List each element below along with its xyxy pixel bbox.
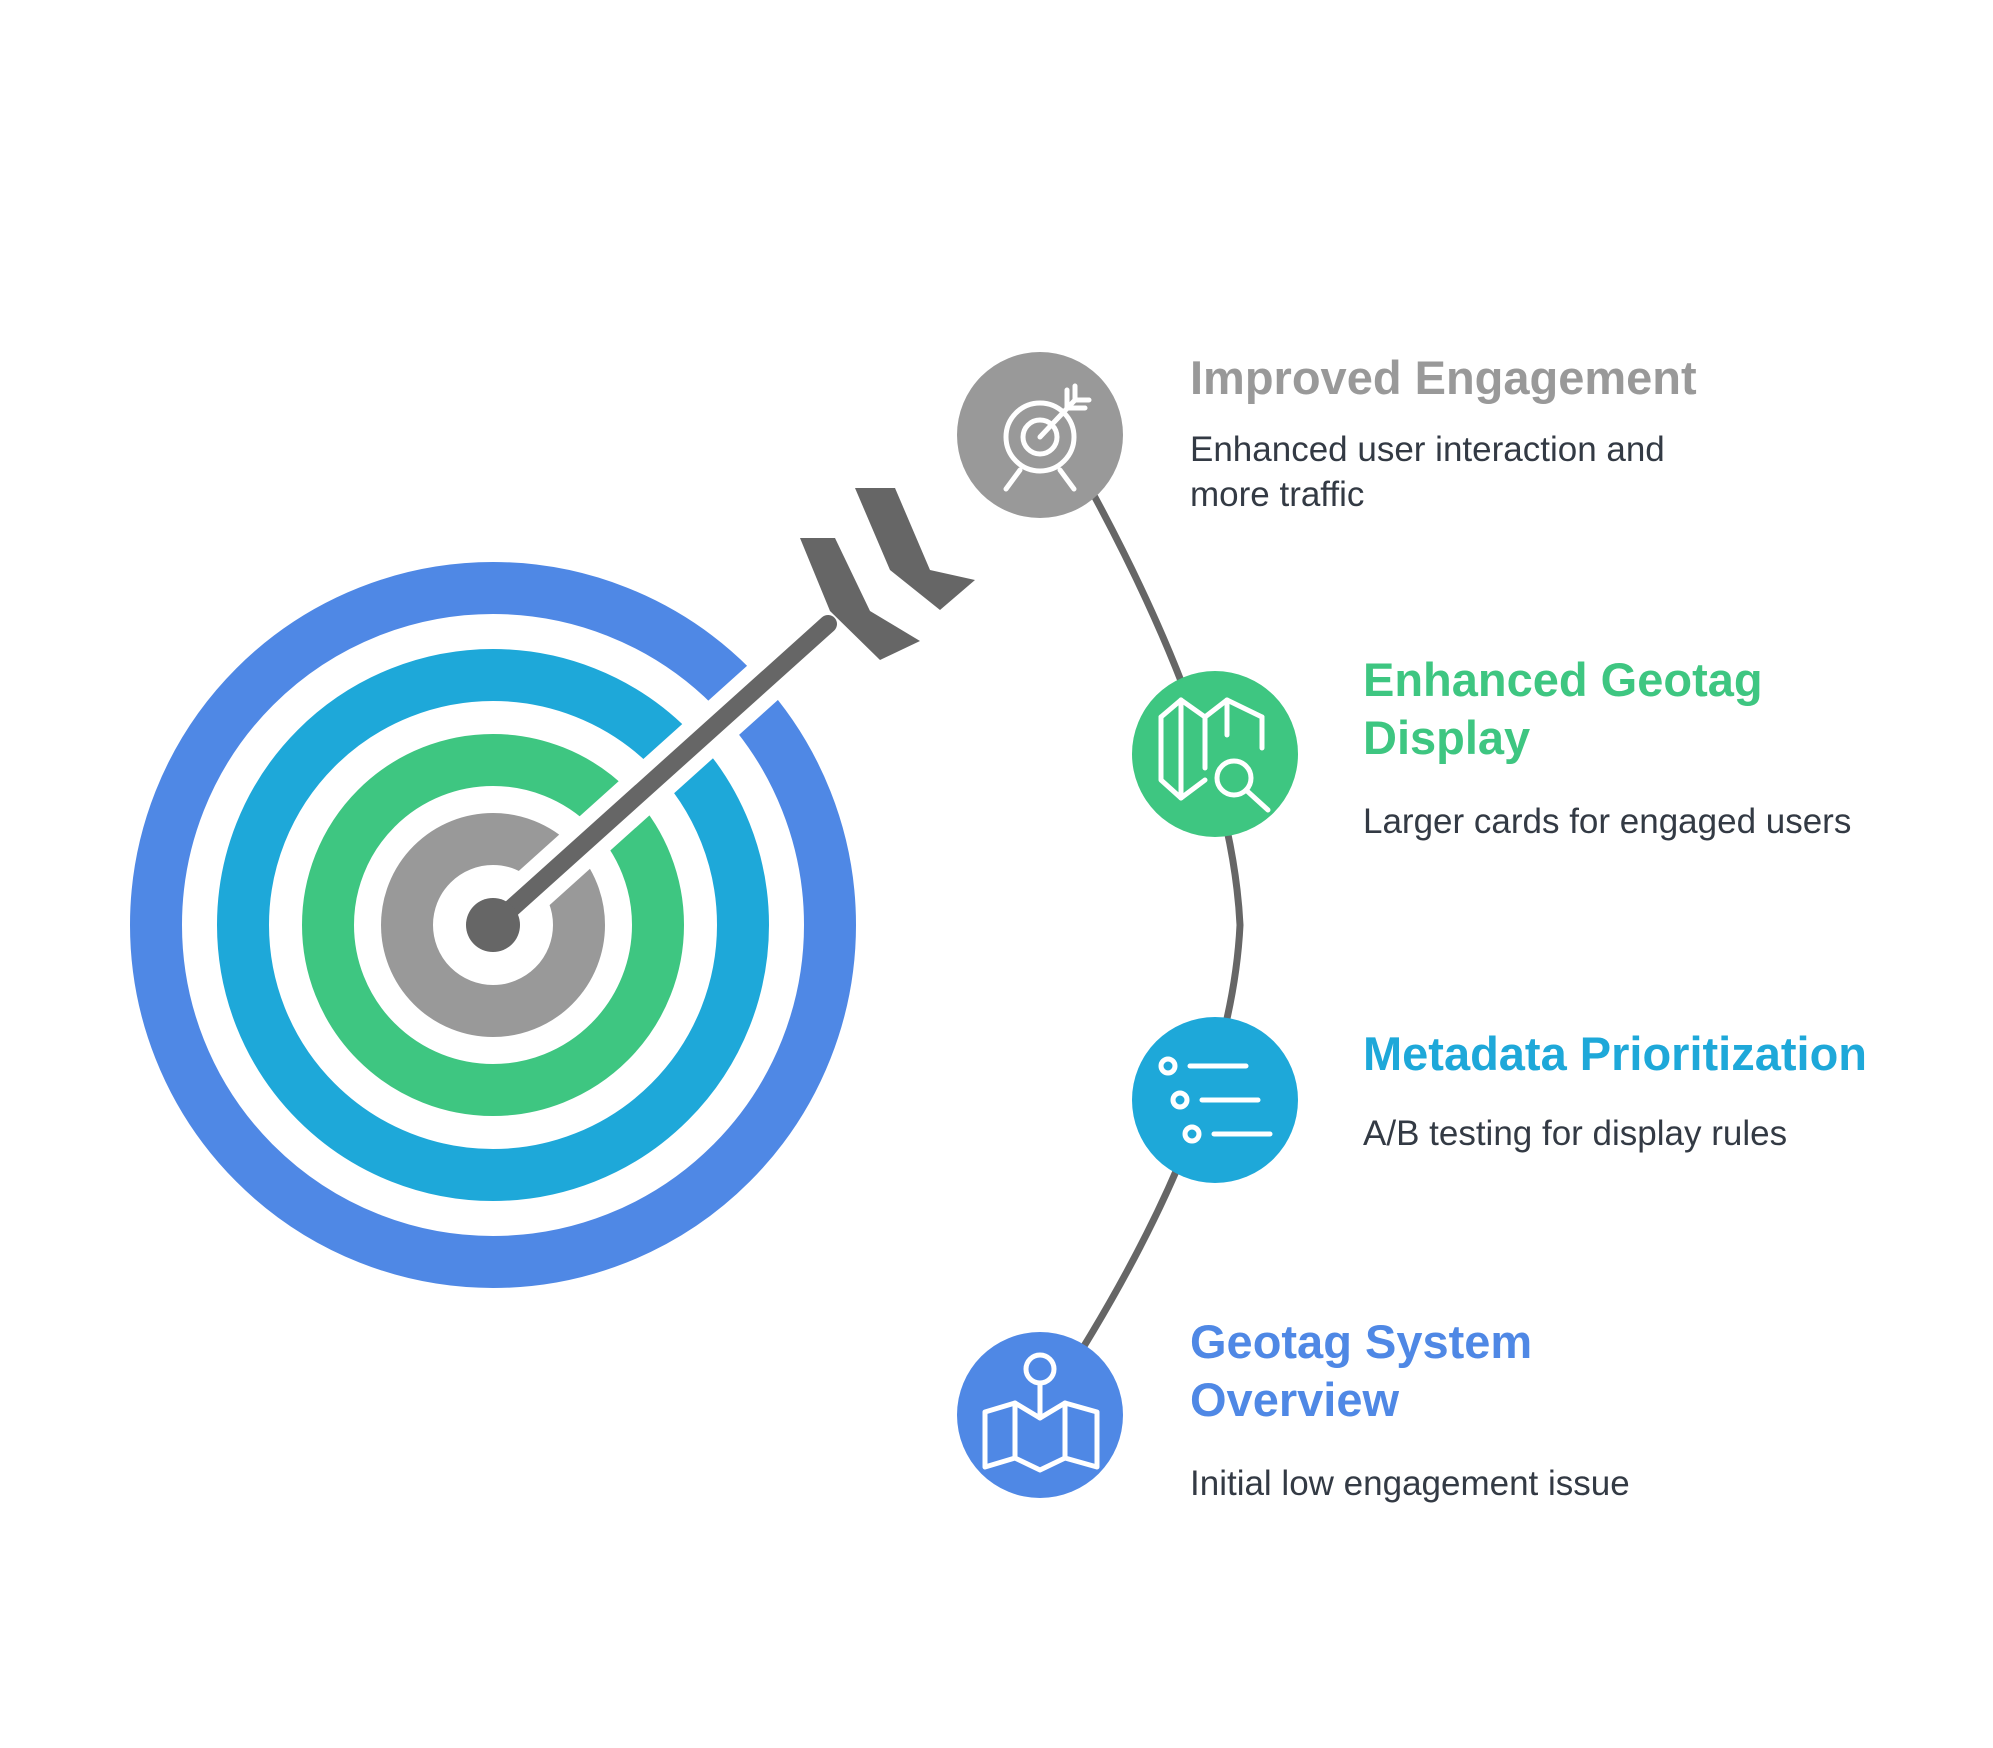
step-circle-geotag-system-overview: [957, 1332, 1123, 1498]
arrow-shaft: [466, 601, 851, 952]
step-title: Enhanced Geotag Display: [1363, 653, 1763, 764]
map-search-icon: [1158, 697, 1271, 813]
ring-gray: [381, 813, 605, 1037]
step-title: Geotag System Overview: [1190, 1315, 1533, 1426]
target-arrow-icon: [1003, 383, 1092, 492]
step-description: A/B testing for display rules: [1363, 1114, 1788, 1153]
timeline-connector: [1036, 396, 1244, 1419]
step-description: Initial low engagement issue: [1190, 1464, 1630, 1503]
step-circle-improved-engagement: [957, 352, 1123, 518]
map-pin-icon: [982, 1352, 1100, 1473]
arrow-tip-dot: [466, 898, 520, 952]
step-circle-metadata-prioritization: [1132, 1017, 1298, 1183]
step-description: Larger cards for engaged users: [1363, 802, 1852, 841]
step-text-enhanced-geotag-display: Enhanced Geotag Display Larger cards for…: [1363, 651, 1983, 844]
step-circle-enhanced-geotag-display: [1132, 671, 1298, 837]
step-text-geotag-system-overview: Geotag System Overview Initial low engag…: [1190, 1313, 1890, 1506]
list-icon: [1158, 1056, 1273, 1144]
step-title: Improved Engagement: [1190, 351, 1697, 404]
arrow-fletching: [800, 488, 975, 660]
outer-ring-blue: [130, 562, 856, 1288]
ring-teal: [217, 649, 769, 1201]
step-text-improved-engagement: Improved Engagement Enhanced user intera…: [1190, 349, 1890, 517]
step-title: Metadata Prioritization: [1363, 1027, 1868, 1080]
step-text-metadata-prioritization: Metadata Prioritization A/B testing for …: [1363, 1025, 1983, 1156]
ring-green: [302, 734, 684, 1116]
bullseye-target: [130, 562, 856, 1288]
step-description: Enhanced user interaction and more traff…: [1190, 430, 1665, 514]
